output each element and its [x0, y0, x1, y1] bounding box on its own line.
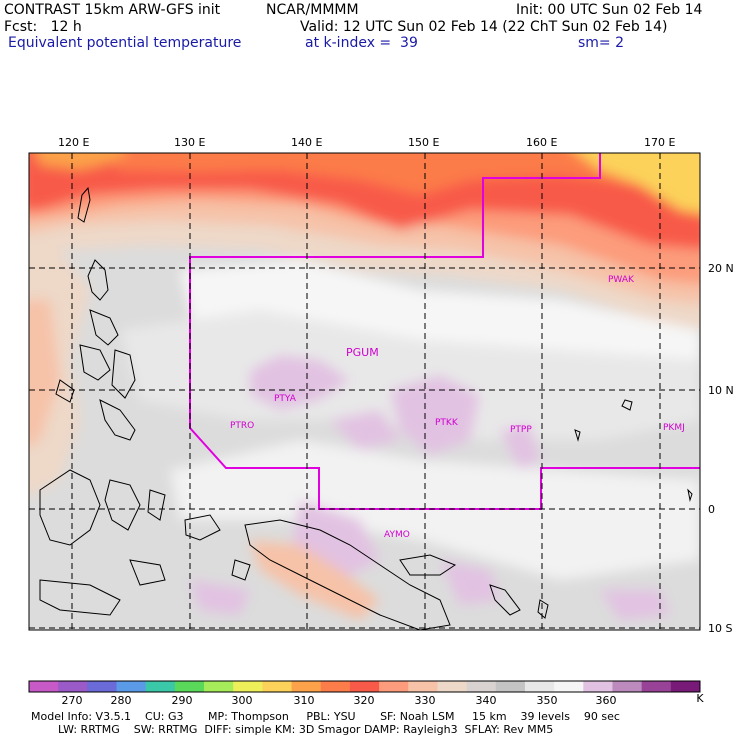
colorbar-swatch	[320, 681, 351, 692]
station-ptya: PTYA	[274, 394, 297, 404]
colorbar-label: 270	[61, 694, 83, 707]
colorbar-swatch	[174, 681, 205, 692]
lat-lon-grid	[29, 153, 700, 630]
map-frame	[28, 152, 701, 631]
colorbar-swatch	[291, 681, 322, 692]
forecast-hour: Fcst: 12 h	[4, 19, 82, 35]
lat-label: 10 S	[708, 622, 733, 635]
smoothing: sm= 2	[578, 35, 625, 51]
lon-label: 170 E	[644, 136, 676, 149]
colorbar-swatch	[29, 681, 59, 692]
colorbar-swatch	[641, 681, 672, 692]
lon-label: 150 E	[408, 136, 440, 149]
init-time: Init: 00 UTC Sun 02 Feb 14	[516, 2, 703, 18]
colorbar-label: 310	[293, 694, 315, 707]
colorbar-swatch	[612, 681, 643, 692]
colorbar-swatch	[87, 681, 118, 692]
station-ptpp: PTPP	[510, 425, 532, 435]
model-info-line1: Model Info: V3.5.1 CU: G3 MP: Thompson P…	[31, 710, 620, 723]
theta-e-field: PWAK PGUM PTYA PTRO PTKK PTPP PKMJ AYMO	[29, 153, 700, 630]
colorbar-swatch	[145, 681, 176, 692]
colorbar-unit: K	[696, 692, 704, 705]
colorbar-label: 300	[231, 694, 253, 707]
colorbar-label: 330	[414, 694, 436, 707]
lon-label: 140 E	[291, 136, 323, 149]
colorbar-label: 320	[353, 694, 375, 707]
colorbar-swatch	[408, 681, 438, 692]
colorbar-swatch	[466, 681, 497, 692]
colorbar	[28, 680, 701, 693]
colorbar-swatch	[116, 681, 147, 692]
colorbar-label: 340	[475, 694, 497, 707]
fir-boundary	[189, 153, 700, 510]
lat-label: 0	[708, 503, 715, 516]
colorbar-swatch	[524, 681, 555, 692]
colorbar-swatch	[379, 681, 409, 692]
valid-time: Valid: 12 UTC Sun 02 Feb 14 (22 ChT Sun …	[300, 19, 668, 35]
colorbar-swatch	[349, 681, 380, 692]
colorbar-swatch	[583, 681, 613, 692]
colorbar-swatch	[58, 681, 88, 692]
station-pgum: PGUM	[346, 346, 379, 359]
coastlines	[39, 186, 693, 630]
colorbar-swatch	[204, 681, 234, 692]
colorbar-swatch	[495, 681, 526, 692]
colorbar-label: 290	[171, 694, 193, 707]
lon-label: 160 E	[526, 136, 558, 149]
colorbar-label: 280	[110, 694, 132, 707]
level-index: at k-index = 39	[305, 35, 418, 51]
colorbar-frame	[28, 680, 701, 693]
colorbar-label: 360	[595, 694, 617, 707]
station-ptro: PTRO	[230, 421, 254, 431]
colorbar-swatch	[670, 681, 701, 692]
station-pwak: PWAK	[608, 275, 635, 285]
colorbar-swatch	[233, 681, 263, 692]
colorbar-swatch	[437, 681, 468, 692]
model-info-line2: LW: RRTMG SW: RRTMG DIFF: simple KM: 3D …	[58, 723, 554, 736]
station-pkmj: PKMJ	[663, 423, 685, 433]
organization: NCAR/MMMM	[266, 2, 359, 18]
colorbar-swatch	[262, 681, 293, 692]
colorbar-swatch	[554, 681, 584, 692]
model-title: CONTRAST 15km ARW-GFS init	[4, 2, 221, 18]
field-name: Equivalent potential temperature	[8, 35, 242, 51]
colorbar-label: 350	[536, 694, 558, 707]
lat-label: 10 N	[708, 384, 734, 397]
lat-label: 20 N	[708, 262, 734, 275]
station-aymo: AYMO	[384, 530, 410, 540]
lon-label: 120 E	[58, 136, 90, 149]
lon-label: 130 E	[174, 136, 206, 149]
station-ptkk: PTKK	[435, 418, 459, 428]
